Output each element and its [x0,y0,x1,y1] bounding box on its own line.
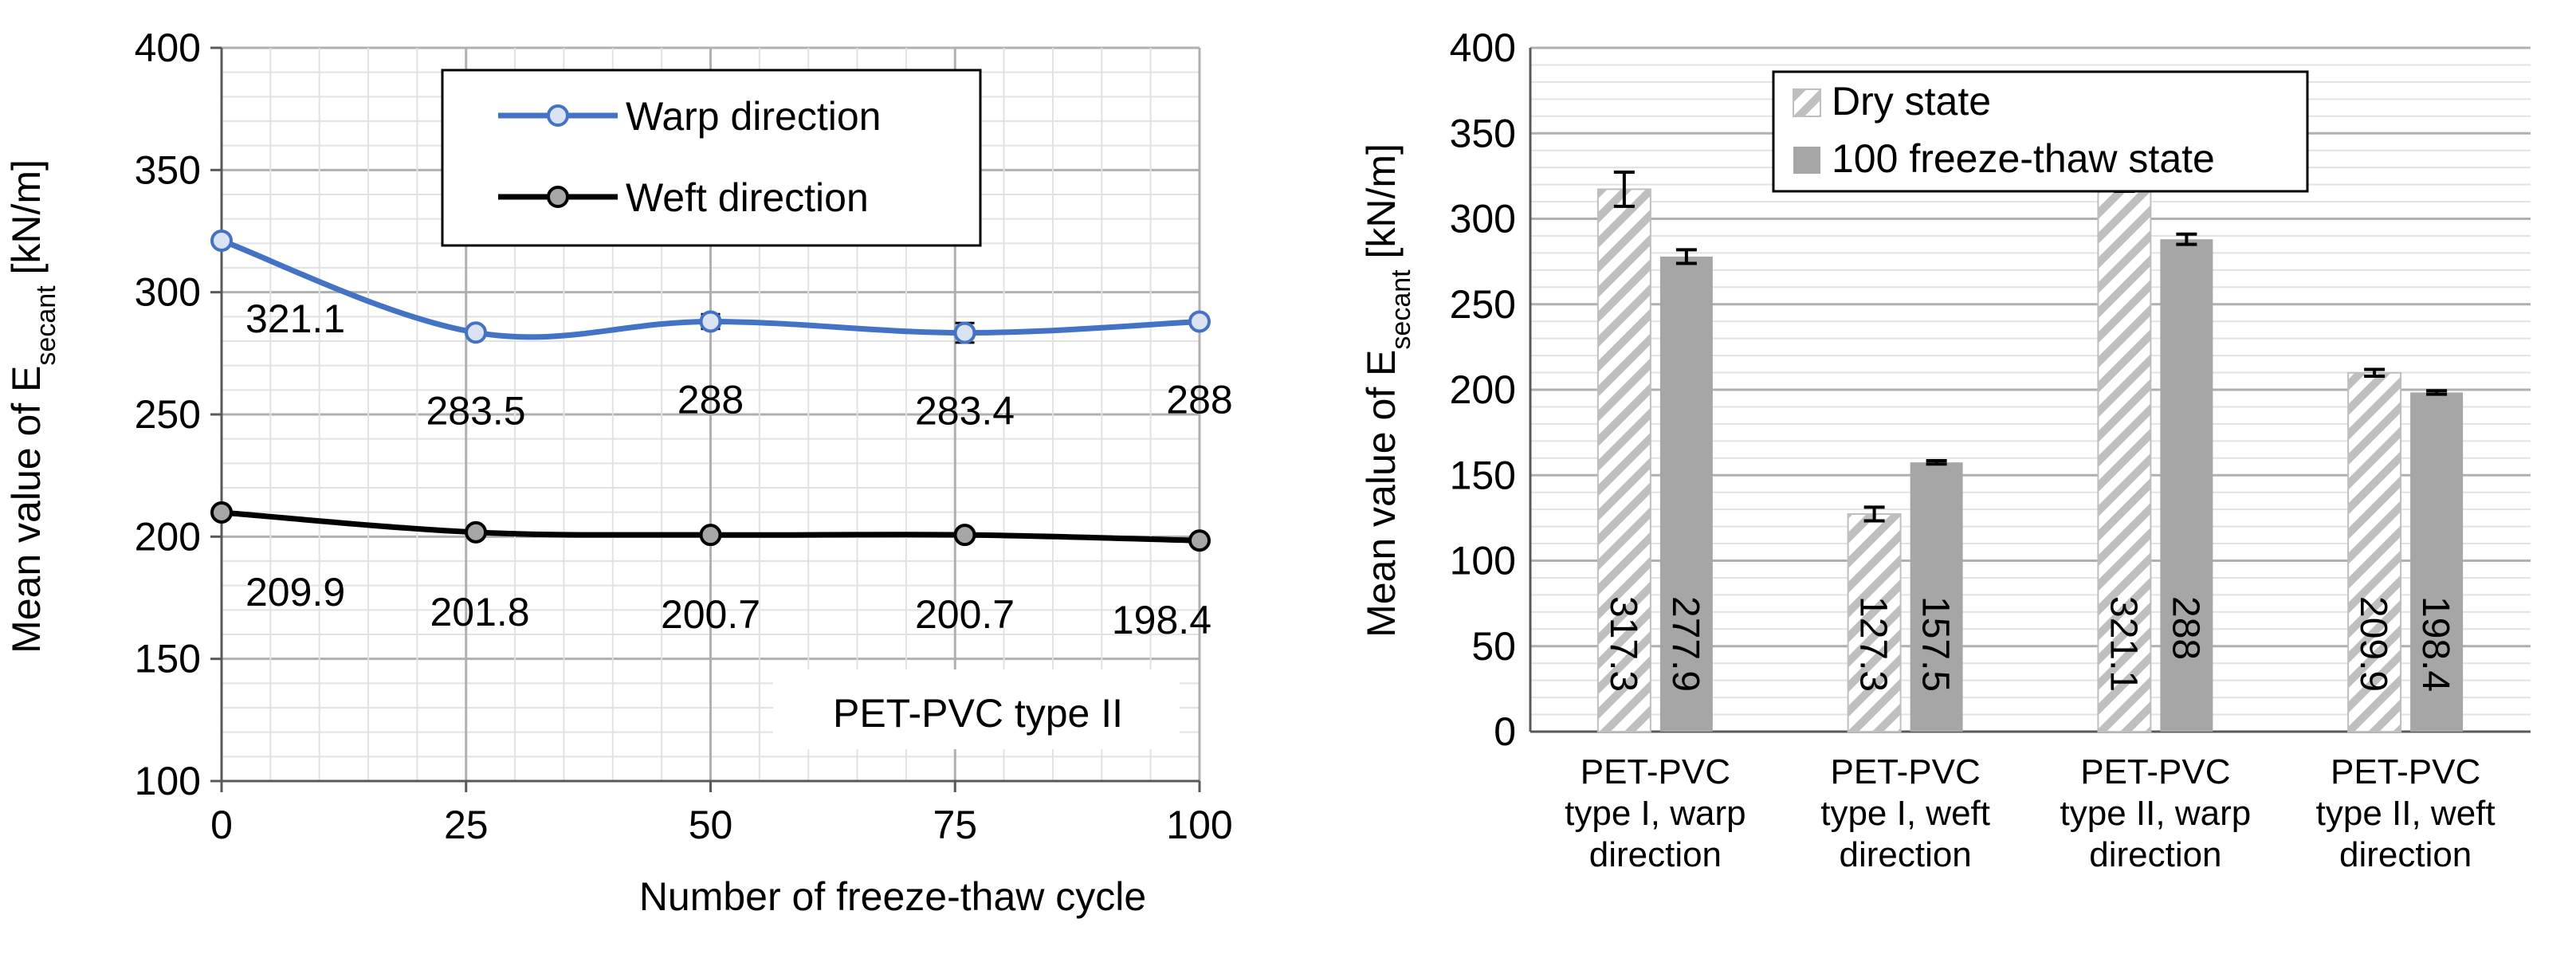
category-label-line: PET-PVC [2080,752,2230,791]
warp-data-label: 283.5 [426,388,525,433]
legend-weft-marker [547,186,569,208]
line-chart-annotation-text: PET-PVC type II [833,691,1123,736]
dry-state-bar [1596,188,1651,733]
y-tick-label: 250 [1450,282,1516,327]
y-tick-label: 250 [135,392,201,437]
legend-dry-label: Dry state [1832,79,1991,124]
legend-freeze-swatch [1793,147,1820,174]
category-label-line: type I, warp [1565,794,1745,833]
legend-dry-swatch [1793,88,1821,117]
bar-chart: 0 50 100 150 200 250 300 350 400 Mean value of E… [1359,26,2531,874]
warp-data-point [699,310,722,333]
weft-data-label: 209.9 [245,570,345,614]
warp-data-point [465,321,488,344]
y-tick-label: 300 [135,270,201,315]
line-chart-annotation: PET-PVC type II [773,669,1180,749]
y-tick-label: 50 [1471,624,1516,669]
line-chart-x-tick-labels: 0 25 50 75 100 [210,803,1233,847]
y-tick-label: 100 [1450,539,1516,583]
category-label-line: PET-PVC [1830,752,1980,791]
weft-data-label: 201.8 [430,590,529,634]
weft-data-point [1188,529,1211,552]
warp-data-label: 283.4 [915,389,1015,434]
freeze-thaw-bar [1910,462,1963,732]
y-tick-label: 400 [135,26,201,70]
dry-state-value-label: 317.3 [1602,596,1644,692]
y-tick-label: 400 [1450,26,1516,70]
weft-data-label: 198.4 [1112,598,1211,642]
freeze-thaw-value-label: 198.4 [2414,596,2456,692]
y-tick-label: 0 [1494,709,1516,754]
x-tick-label: 25 [444,803,489,847]
category-label-line: PET-PVC [1581,752,1730,791]
bar-chart-bars: 317.3 277.9 127.3 157.5 321.1 288 209.9 198.4 [1596,170,2464,733]
line-chart-data-labels: 321.1 283.5 288 283.4 288 209.9 201.8 200.7 200.… [245,296,1233,642]
dry-state-value-label: 321.1 [2102,596,2144,692]
weft-data-point [953,524,976,547]
y-tick-label: 200 [135,514,201,559]
category-label-line: type II, warp [2060,794,2252,833]
freeze-thaw-value-label: 288 [2164,596,2206,660]
dry-state-bar [2347,371,2402,732]
y-tick-label: 150 [1450,453,1516,497]
line-chart: 100 150 200 250 300 350 400 0 25 50 75 100 Mean va… [4,26,1233,919]
weft-data-label: 200.7 [915,592,1015,637]
line-chart-legend-box [441,69,982,247]
x-tick-label: 50 [689,803,733,847]
freeze-thaw-value-label: 277.9 [1664,596,1706,692]
line-chart-y-axis-label: Mean value of Esecant [kN/m] [4,159,61,654]
weft-data-point [465,520,488,544]
warp-data-point [1188,310,1211,333]
warp-data-label: 321.1 [245,296,345,341]
category-label-line: type II, weft [2316,794,2496,833]
freeze-thaw-bar [2160,239,2213,732]
x-tick-label: 100 [1166,803,1232,847]
dry-state-value-label: 209.9 [2352,596,2394,692]
y-tick-label: 300 [1450,197,1516,241]
line-chart-x-axis-label: Number of freeze-thaw cycle [639,874,1146,919]
legend-weft-label: Weft direction [626,175,869,220]
weft-data-point [210,501,233,524]
bar-chart-legend: Dry state 100 freeze-thaw state [1772,70,2309,193]
bar-chart-y-tick-labels: 0 50 100 150 200 250 300 350 400 [1450,26,1516,754]
legend-warp-label: Warp direction [626,94,881,139]
dry-state-bar [1847,512,1902,733]
freeze-thaw-value-label: 157.5 [1914,596,1957,692]
warp-data-point [210,229,233,252]
weft-data-label: 200.7 [661,592,760,637]
category-label-line: direction [1839,835,1971,874]
category-label-line: type I, weft [1820,794,1990,833]
warp-data-label: 288 [677,377,744,422]
category-label-line: direction [2339,835,2472,874]
category-label-line: PET-PVC [2331,752,2480,791]
dry-state-bar [2097,182,2152,733]
category-label-line: direction [1589,835,1722,874]
x-tick-label: 75 [933,803,977,847]
line-chart-y-tick-labels: 100 150 200 250 300 350 400 [135,26,201,803]
y-tick-label: 350 [135,147,201,192]
line-chart-legend: Warp direction Weft direction [441,69,982,247]
y-tick-label: 350 [1450,111,1516,155]
dry-state-value-label: 127.3 [1852,596,1895,692]
y-tick-label: 100 [135,759,201,803]
warp-data-point [953,321,976,344]
y-tick-label: 150 [135,637,201,681]
legend-freeze-label: 100 freeze-thaw state [1832,136,2215,181]
x-tick-label: 0 [210,803,233,847]
category-label-line: direction [2089,835,2221,874]
line-chart-series [210,229,1211,552]
y-tick-label: 200 [1450,367,1516,412]
freeze-thaw-bar [1659,256,1713,732]
freeze-thaw-bar [2410,392,2464,732]
legend-warp-marker [547,104,569,127]
bar-chart-y-axis-label: Mean value of Esecant [kN/m] [1359,143,1416,638]
weft-data-point [699,524,722,547]
bar-chart-legend-box [1772,70,2309,193]
warp-data-label: 288 [1166,377,1232,422]
